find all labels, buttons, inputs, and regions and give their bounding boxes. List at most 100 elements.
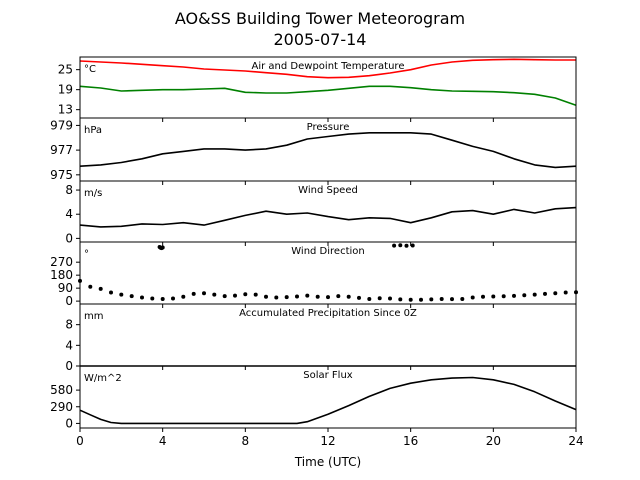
- panel-4-ytick-label-0: 0: [65, 359, 73, 373]
- panel-0-title: Air and Dewpoint Temperature: [252, 61, 405, 72]
- panel-3-series-0-point-29: [377, 296, 382, 301]
- xtick-label-5: 20: [486, 434, 501, 448]
- panel-3-series-0-point-5: [129, 294, 134, 299]
- panel-3-series-0-point-32: [408, 297, 413, 302]
- panel-5-unit: W/m^2: [84, 373, 122, 384]
- xtick-label-3: 12: [320, 434, 335, 448]
- xtick-label-0: 0: [76, 434, 84, 448]
- panel-1-title: Pressure: [307, 122, 350, 133]
- panel-3-series-0-point-30: [388, 296, 392, 301]
- panel-3-series-0-point-6: [140, 295, 144, 300]
- panel-3-series-0-point-37: [460, 297, 465, 301]
- panel-2-ytick-label-2: 8: [65, 183, 73, 197]
- panel-4-title: Accumulated Precipitation Since 0Z: [239, 308, 417, 319]
- panel-1-ytick-label-1: 977: [50, 143, 73, 157]
- xtick-label-6: 24: [568, 434, 583, 448]
- panel-3-ytick-label-0: 0: [65, 294, 73, 308]
- panel-3-series-0-point-1: [88, 284, 93, 289]
- panel-3-series-0-point-10: [181, 294, 186, 299]
- panel-2-series-0-line: [79, 206, 577, 228]
- panel-3-series-0-point-2: [98, 286, 103, 291]
- panel-3-series-0-point-44: [532, 292, 537, 297]
- panel-3-series-0-point-36: [450, 297, 454, 302]
- panel-5: 0 290 580 W/m^2 Solar Flux: [50, 365, 577, 432]
- panel-0-ytick-label-1: 19: [58, 83, 73, 97]
- panel-3-ytick-label-2: 180: [50, 268, 73, 282]
- panel-3-series-0-point-20: [284, 295, 289, 300]
- panel-3-series-0-point-14: [222, 294, 227, 299]
- panel-1-ytick-label-2: 979: [50, 118, 73, 132]
- panel-3-series-0-point-9: [171, 296, 175, 301]
- panel-3-series-0-point-31: [398, 297, 403, 302]
- panel-4-unit: mm: [84, 311, 103, 322]
- panel-3-series-0-point-46: [553, 291, 558, 296]
- panel-3-series-0-point-17: [253, 292, 258, 297]
- panel-3-series-0-point-28: [367, 297, 372, 301]
- panel-0-series-0-line: [79, 58, 576, 79]
- panel-3-series-0-point-4: [119, 292, 124, 297]
- panel-3-ytick-label-1: 90: [58, 281, 73, 295]
- panel-3-series-1-point-6: [404, 243, 409, 248]
- panel-4: 0 4 8 mm Accumulated Precipitation Since 0Z: [65, 303, 577, 373]
- panel-3-title: Wind Direction: [291, 246, 365, 257]
- panel-3-series-1-point-3: [160, 245, 165, 250]
- panel-3-series-0-point-33: [419, 297, 423, 302]
- panel-3-series-0-point-43: [522, 293, 527, 298]
- panel-2-ytick-label-0: 0: [65, 231, 73, 245]
- panel-0-ytick-label-0: 13: [58, 103, 73, 117]
- panel-3-ytick-label-3: 270: [50, 255, 73, 269]
- panel-3-series-0-point-38: [470, 295, 475, 300]
- panel-1-ytick-label-0: 975: [50, 168, 73, 182]
- panel-3-series-0-point-45: [543, 291, 547, 296]
- panel-0: 13 19 25 °C Air and Dewpoint Temperature: [58, 56, 577, 122]
- panel-3-series-0-point-15: [233, 293, 237, 298]
- panel-0-unit: °C: [84, 64, 96, 75]
- panel-5-title: Solar Flux: [303, 370, 353, 381]
- panel-3-unit: °: [84, 249, 89, 260]
- panel-4-ytick-label-2: 8: [65, 318, 73, 332]
- chart-title: AO&SS Building Tower Meteorogram: [175, 9, 465, 28]
- panel-3-series-0-point-24: [326, 295, 330, 300]
- xtick-label-2: 8: [242, 434, 250, 448]
- panel-4-ytick-label-1: 4: [65, 338, 73, 352]
- panel-3-series-0-point-39: [481, 294, 485, 299]
- panel-3-series-0-point-19: [274, 295, 279, 300]
- panel-2-title: Wind Speed: [298, 185, 358, 196]
- panel-5-ytick-label-0: 0: [65, 416, 73, 430]
- panel-3-series-0-point-3: [109, 290, 113, 295]
- panel-5-ytick-label-2: 580: [50, 383, 73, 397]
- panel-3-series-0-point-21: [295, 294, 299, 299]
- panel-3-series-0-point-23: [315, 294, 320, 299]
- panel-3-series-0-point-47: [563, 290, 568, 295]
- panel-3-series-1-point-4: [392, 243, 397, 248]
- panel-3-series-0-point-8: [160, 297, 165, 301]
- panel-3-series-0-point-12: [202, 291, 206, 296]
- panel-3-series-0-point-16: [243, 292, 248, 297]
- chart-subtitle: 2005-07-14: [274, 30, 367, 49]
- panel-3-series-0-point-41: [501, 294, 506, 299]
- xtick-label-1: 4: [159, 434, 167, 448]
- panel-3-series-0-point-40: [491, 294, 496, 299]
- panel-3-series-0-point-42: [512, 293, 516, 298]
- xtick-label-4: 16: [403, 434, 418, 448]
- panel-0-series-1-line: [79, 85, 577, 107]
- panel-1: 975 977 979 hPa Pressure: [50, 117, 577, 185]
- panel-3-series-0-point-34: [429, 297, 434, 302]
- panel-3-series-0-point-35: [439, 297, 444, 301]
- panel-2-ytick-label-1: 4: [65, 207, 73, 221]
- panel-3-series-0-point-11: [191, 291, 196, 296]
- panel-2: 0 4 8 m/s Wind Speed: [65, 180, 577, 246]
- panel-5-ytick-label-1: 290: [50, 400, 73, 414]
- panel-3-series-0-point-7: [150, 296, 155, 301]
- panel-3-series-1-point-5: [398, 243, 403, 248]
- panel-5-series-0-line: [79, 376, 577, 425]
- panel-3-series-0-point-27: [357, 295, 361, 300]
- panel-3-series-0-point-13: [212, 292, 217, 297]
- panel-3-series-0-point-25: [336, 294, 341, 299]
- panel-1-unit: hPa: [84, 125, 102, 136]
- panel-3-series-1-point-7: [410, 243, 415, 248]
- panel-3-series-0-point-22: [305, 293, 310, 298]
